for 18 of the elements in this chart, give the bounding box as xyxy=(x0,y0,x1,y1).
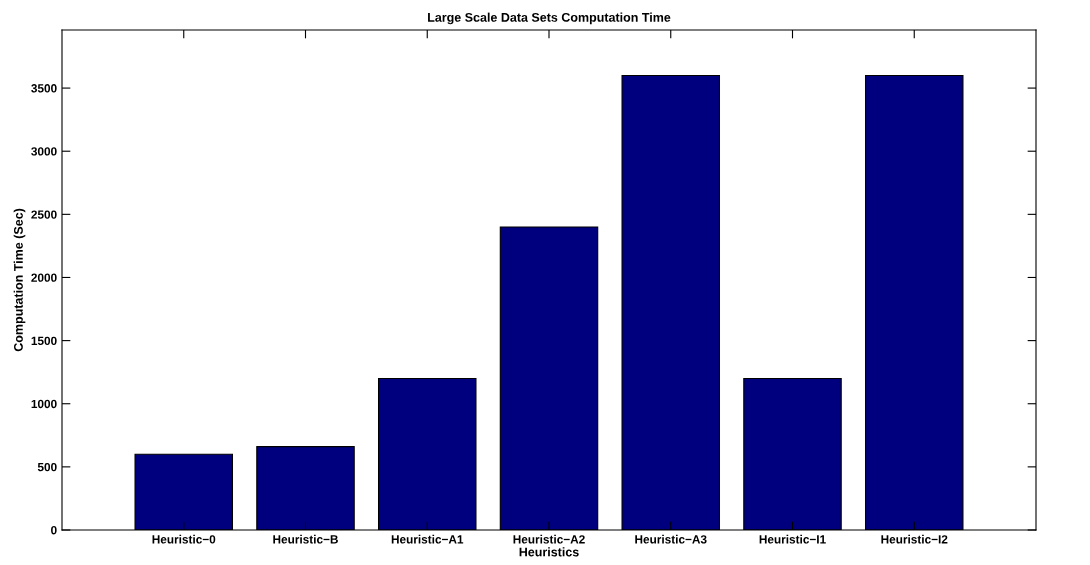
x-tick-label: Heuristic−I2 xyxy=(881,534,948,544)
y-axis-title: Computation Time (Sec) xyxy=(13,208,26,352)
y-tick-label: 2500 xyxy=(31,210,57,219)
y-tick-label: 2000 xyxy=(31,273,57,282)
x-tick-label: Heuristic−B xyxy=(273,534,338,544)
x-axis-title: Heuristics xyxy=(519,547,579,557)
x-tick-label: Heuristic−A3 xyxy=(635,534,707,544)
y-tick-label: 3000 xyxy=(31,147,57,156)
chart-title: Large Scale Data Sets Computation Time xyxy=(428,12,671,25)
y-tick-label: 500 xyxy=(37,462,57,472)
y-tick-label: 3500 xyxy=(31,84,57,93)
y-tick-label: 1000 xyxy=(31,399,57,409)
x-tick-label: Heuristic−I1 xyxy=(759,534,826,544)
x-tick-label: Heuristic−0 xyxy=(152,534,216,544)
y-tick-label: 0 xyxy=(51,526,57,535)
y-tick-label: 1500 xyxy=(31,336,57,345)
x-tick-label: Heuristic−A1 xyxy=(391,534,464,544)
x-tick-label: Heuristic−A2 xyxy=(513,534,585,544)
